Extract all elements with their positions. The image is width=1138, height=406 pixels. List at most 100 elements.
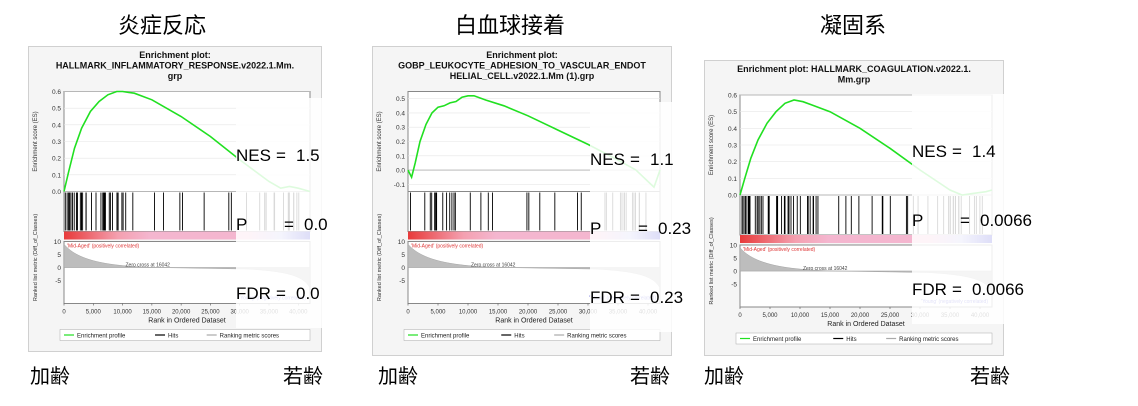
- correlation-bar: [64, 231, 310, 240]
- x-axis-label: Rank in Ordered Dataset: [495, 318, 572, 325]
- left-label-aged: 加齢: [30, 364, 70, 388]
- correlation-bar: [740, 235, 992, 243]
- stat-label-nes: NES: [912, 142, 947, 161]
- legend-label: Ranking metric scores: [567, 334, 626, 340]
- metric-axis-label: Ranked list metric (Diff_of_Classes): [33, 214, 39, 301]
- legend-label: Enrichment profile: [753, 337, 802, 343]
- es-y-tick-label: 0.4: [728, 126, 737, 133]
- stats-box-inflammation: NES = 1.5 P = 0.0 FDR = 0.0: [236, 98, 328, 328]
- stat-value-nes: 1.5: [296, 146, 320, 165]
- metric-y-tick-label: 5: [57, 252, 61, 259]
- stat-label-p: P: [590, 219, 602, 238]
- stat-value-fdr: 0.0066: [972, 280, 1024, 299]
- legend-label: Ranking metric scores: [899, 337, 958, 343]
- x-tick-label: 15,000: [143, 310, 162, 316]
- legend-label: Enrichment profile: [77, 334, 126, 340]
- positive-correlation-label: 'Mid-Aged' (positively correlated): [67, 244, 140, 250]
- x-tick-label: 25,000: [881, 313, 900, 319]
- x-tick-label: 0: [738, 313, 742, 319]
- x-tick-label: 5,000: [430, 310, 446, 316]
- x-tick-label: 0: [406, 310, 410, 316]
- x-tick-label: 15,000: [821, 313, 840, 319]
- x-tick-label: 25,000: [201, 310, 220, 316]
- x-tick-label: 0: [62, 310, 66, 316]
- es-y-tick-label: 0.1: [52, 172, 61, 179]
- plot-title-line: Enrichment plot:: [139, 50, 211, 60]
- right-label-young: 若齢: [283, 364, 323, 388]
- x-axis-label: Rank in Ordered Dataset: [148, 318, 225, 325]
- legend-label: Hits: [846, 337, 856, 343]
- stat-label-fdr: FDR: [590, 288, 625, 307]
- legend-label: Ranking metric scores: [220, 334, 279, 340]
- plot-title-line: HALLMARK_INFLAMMATORY_RESPONSE.v2022.1.M…: [56, 61, 294, 71]
- left-label-aged: 加齢: [704, 364, 744, 388]
- es-y-tick-label: 0.2: [728, 159, 737, 166]
- stat-value-p: 0.23: [658, 219, 692, 238]
- stat-eq: =: [952, 142, 962, 161]
- metric-y-tick-label: -5: [731, 282, 737, 289]
- plot-title-line: HELIAL_CELL.v2022.1.Mm (1).grp: [450, 71, 595, 81]
- es-axis-label: Enrichment score (ES): [709, 115, 715, 175]
- legend-box: [735, 332, 993, 345]
- x-tick-label: 20,000: [519, 310, 538, 316]
- right-label-young: 若齢: [970, 364, 1010, 388]
- legend-box: [403, 329, 661, 341]
- es-y-tick-label: 0.3: [52, 139, 61, 146]
- stat-label-p: P: [236, 215, 248, 234]
- legend-label: Enrichment profile: [421, 334, 470, 340]
- es-y-tick-label: 0.6: [728, 93, 737, 100]
- es-y-tick-label: 0.3: [728, 143, 737, 150]
- stats-box-coagulation: NES = 1.4 P = 0.0066 FDR = 0.0066: [912, 94, 1032, 324]
- zero-cross-label: Zero cross at 16042: [471, 263, 516, 269]
- plot-title-line: Mm.grp: [838, 75, 871, 85]
- plot-title-line: Enrichment plot: HALLMARK_COAGULATION.v2…: [737, 64, 971, 74]
- stat-value-fdr: 0.0: [296, 284, 320, 303]
- stat-label-fdr: FDR: [236, 284, 271, 303]
- x-axis-label: Rank in Ordered Dataset: [827, 321, 904, 328]
- stat-label-fdr: FDR: [912, 280, 947, 299]
- stat-value-nes: 1.4: [972, 142, 996, 161]
- legend-label: Hits: [168, 334, 178, 340]
- stat-eq: =: [630, 150, 640, 169]
- stat-eq: =: [276, 146, 286, 165]
- stat-eq: =: [630, 288, 640, 307]
- es-y-tick-label: 0.4: [52, 122, 61, 129]
- es-y-tick-label: 0.2: [396, 139, 405, 146]
- stat-label-p: P: [912, 211, 924, 230]
- es-y-tick-label: 0.5: [728, 109, 737, 116]
- metric-axis-label: Ranked list metric (Diff_of_Classes): [377, 214, 383, 301]
- x-tick-label: 5,000: [86, 310, 102, 316]
- x-tick-label: 5,000: [762, 313, 778, 319]
- plot-title-line: grp: [168, 71, 183, 81]
- plot-title-line: GOBP_LEUKOCYTE_ADHESION_TO_VASCULAR_ENDO…: [398, 61, 646, 71]
- metric-y-tick-label: 10: [54, 239, 62, 246]
- metric-y-tick-label: 0: [401, 265, 405, 272]
- es-y-tick-label: -0.1: [394, 182, 406, 189]
- metric-axis-label: Ranked list metric (Diff_of_Classes): [709, 217, 715, 304]
- panel-heading-leukocyte-adhesion: 白血球接着: [455, 14, 566, 39]
- metric-y-tick-label: -5: [399, 278, 405, 285]
- es-y-tick-label: 0.6: [52, 89, 61, 96]
- es-y-tick-label: 0.1: [728, 176, 737, 183]
- correlation-bar: [408, 231, 660, 240]
- stat-eq: =: [952, 280, 962, 299]
- stat-value-nes: 1.1: [650, 150, 674, 169]
- x-tick-label: 10,000: [791, 313, 810, 319]
- x-tick-label: 25,000: [549, 310, 568, 316]
- es-y-tick-label: 0.0: [396, 168, 405, 175]
- es-y-tick-label: 0.4: [396, 110, 405, 117]
- stat-value-p: 0.0: [304, 215, 328, 234]
- stats-box-leukocyte-adhesion: NES = 1.1 P = 0.23 FDR = 0.23: [590, 102, 692, 332]
- panel-heading-coagulation: 凝固系: [820, 14, 887, 39]
- x-tick-label: 20,000: [851, 313, 870, 319]
- es-y-tick-label: 0.3: [396, 125, 405, 132]
- left-label-aged: 加齢: [378, 364, 418, 388]
- x-tick-label: 30,000: [579, 310, 598, 316]
- panel-heading-inflammation: 炎症反応: [118, 14, 207, 39]
- plot-title-line: Enrichment plot:: [486, 50, 558, 60]
- metric-y-tick-label: 10: [398, 239, 406, 246]
- es-y-tick-label: 0.2: [52, 156, 61, 163]
- stat-eq: =: [960, 211, 970, 230]
- stat-value-p: 0.0066: [980, 211, 1032, 230]
- metric-y-tick-label: 5: [733, 256, 737, 263]
